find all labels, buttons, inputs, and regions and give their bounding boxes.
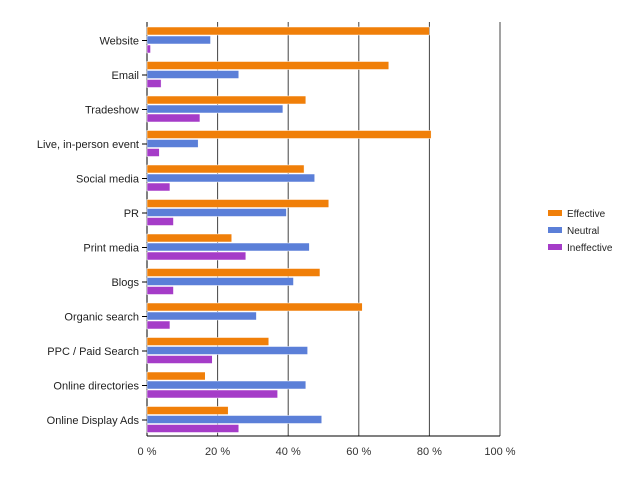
legend-label-neutral: Neutral	[567, 226, 599, 237]
bar-neutral-7	[146, 277, 294, 286]
bar-neutral-11	[146, 415, 322, 424]
bar-effective-4	[146, 164, 305, 174]
bar-neutral-5	[146, 208, 287, 217]
category-label: Print media	[83, 243, 140, 255]
bar-ineffective-10	[146, 389, 278, 399]
x-tick-label: 20 %	[205, 446, 230, 458]
bar-effective-9	[146, 337, 270, 346]
bar-neutral-3	[146, 139, 199, 148]
bar-ineffective-11	[146, 424, 240, 433]
category-label: Social media	[76, 174, 140, 186]
axes	[142, 40, 500, 437]
category-label: Blogs	[111, 277, 139, 289]
legend: Effective Neutral Ineffective	[548, 209, 613, 254]
bar-neutral-2	[146, 104, 284, 114]
bar-ineffective-0	[146, 44, 151, 54]
bar-neutral-9	[146, 346, 308, 355]
bar-effective-1	[146, 61, 390, 70]
x-tick-label: 80 %	[417, 446, 442, 458]
bar-neutral-6	[146, 242, 310, 252]
legend-swatch-neutral	[548, 227, 562, 233]
category-label: PPC / Paid Search	[47, 346, 139, 358]
labels: 0 % 20 % 40 % 60 % 80 % 100 % Website Email Trad…	[37, 36, 516, 459]
x-tick-label: 60 %	[346, 446, 371, 458]
x-tick-label: 0 %	[138, 446, 157, 458]
category-label: Website	[99, 36, 139, 48]
bar-ineffective-6	[146, 251, 247, 261]
x-tick-label: 40 %	[276, 446, 301, 458]
bar-ineffective-8	[146, 320, 171, 330]
bar-ineffective-7	[146, 286, 174, 295]
bar-effective-0	[146, 26, 430, 36]
legend-swatch-effective	[548, 210, 562, 216]
legend-label-ineffective: Ineffective	[567, 243, 613, 254]
bar-ineffective-9	[146, 355, 213, 364]
bar-effective-5	[146, 199, 330, 208]
legend-label-effective: Effective	[567, 209, 606, 220]
bar-effective-10	[146, 371, 206, 381]
category-label: Email	[111, 70, 139, 82]
bar-ineffective-2	[146, 113, 201, 123]
bar-ineffective-3	[146, 148, 160, 157]
bar-neutral-8	[146, 311, 257, 321]
x-tick-label: 100 %	[484, 446, 515, 458]
category-label: PR	[124, 208, 139, 220]
legend-swatch-ineffective	[548, 244, 562, 250]
grid-lines	[146, 22, 501, 436]
bar-ineffective-4	[146, 182, 171, 192]
bar-neutral-10	[146, 380, 307, 390]
bar-effective-3	[146, 130, 432, 139]
bar-effective-8	[146, 302, 363, 312]
category-label: Organic search	[64, 312, 139, 324]
category-label: Online directories	[53, 381, 139, 393]
bars	[146, 26, 432, 433]
bar-ineffective-1	[146, 79, 162, 88]
bar-neutral-4	[146, 173, 315, 183]
bar-ineffective-5	[146, 217, 174, 226]
bar-effective-11	[146, 406, 229, 415]
bar-effective-7	[146, 268, 321, 277]
category-label: Live, in-person event	[37, 139, 139, 151]
bar-effective-2	[146, 95, 307, 105]
bar-neutral-1	[146, 70, 240, 79]
category-label: Online Display Ads	[47, 415, 140, 427]
category-label: Tradeshow	[85, 105, 139, 117]
bar-effective-6	[146, 233, 232, 243]
bar-neutral-0	[146, 35, 211, 45]
